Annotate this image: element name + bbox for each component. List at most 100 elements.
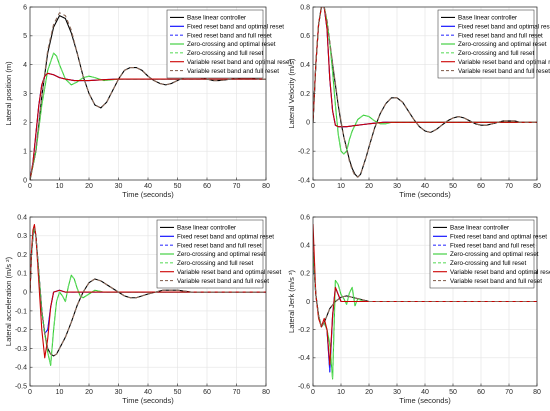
y-tick-label: 0 — [23, 290, 27, 297]
legend-label: Variable reset band and optimal reset — [177, 269, 281, 276]
chart-panel-2: 0 10 20 30 40 50 60 70 80 -0.4 -0.2 0 0.2 0.4 0.6 0.8 Ti… — [287, 4, 550, 199]
y-tick-label: 0 — [23, 177, 27, 184]
y-tick-label: 4 — [23, 62, 27, 69]
x-tick-label: 60 — [203, 183, 211, 190]
legend-label: Variable reset band and full reset — [177, 278, 269, 285]
y-tick-label: 0.4 — [300, 243, 310, 250]
series-line-5 — [30, 52, 266, 180]
chart-panel-4: 0 10 20 30 40 50 60 70 80 -0.6 -0.4 -0.2 0 0.2 0.4 0.6 T… — [287, 214, 550, 405]
x-tick-label: 50 — [449, 389, 457, 396]
x-tick-label: 80 — [262, 389, 270, 396]
series-line-6 — [313, 7, 537, 128]
x-tick-label: 40 — [144, 183, 152, 190]
y-tick-label: -0.2 — [298, 327, 310, 334]
y-tick-label: 0.3 — [17, 233, 27, 240]
series-lines — [30, 12, 266, 180]
series-line-6 — [313, 224, 537, 366]
series-line-7 — [313, 7, 537, 178]
x-tick-label: 80 — [262, 183, 270, 190]
legend-label: Variable reset band and full reset — [187, 68, 279, 75]
legend-label: Fixed reset band and optimal reset — [187, 23, 284, 30]
legend-label: Zero-crossing and full reset — [450, 260, 527, 267]
series-lines — [313, 7, 537, 178]
x-tick-label: 0 — [28, 389, 32, 396]
series-line-5 — [30, 227, 266, 366]
y-axis-title: Lateral Velocity (m/s) — [287, 58, 296, 129]
x-tick-label: 10 — [337, 183, 345, 190]
x-tick-label: 30 — [115, 389, 123, 396]
x-tick-label: 0 — [311, 389, 315, 396]
x-tick-label: 60 — [203, 389, 211, 396]
series-lines — [30, 223, 266, 366]
series-line-6 — [30, 72, 266, 180]
y-tick-label: 3 — [23, 91, 27, 98]
legend-label: Fixed reset band and full reset — [450, 242, 535, 249]
legend-label: Base linear controller — [450, 225, 509, 232]
y-tick-label: 0 — [306, 299, 310, 306]
legend-label: Base linear controller — [177, 225, 236, 232]
y-tick-label: 0.6 — [300, 33, 310, 40]
y-tick-label: 6 — [23, 4, 27, 11]
x-tick-label: 70 — [505, 389, 513, 396]
legend-label: Zero-crossing and optimal reset — [187, 41, 276, 48]
legend-label: Fixed reset band and full reset — [177, 242, 262, 249]
y-tick-label: 0.4 — [17, 214, 27, 221]
x-tick-label: 30 — [115, 183, 123, 190]
chart-panel-1: 0 10 20 30 40 50 60 70 80 0 1 2 3 4 5 6 Time (seconds) La… — [4, 4, 291, 199]
x-axis-title: Time (seconds) — [399, 190, 451, 199]
y-tick-label: -0.3 — [15, 346, 27, 353]
legend-label: Variable reset band and full reset — [458, 68, 550, 75]
y-tick-label: 0.2 — [300, 91, 310, 98]
x-tick-label: 60 — [477, 183, 485, 190]
legend-label: Zero-crossing and optimal reset — [458, 41, 547, 48]
legend-label: Zero-crossing and full reset — [187, 50, 264, 57]
y-tick-label: 0 — [306, 120, 310, 127]
series-line-5 — [313, 252, 537, 380]
y-tick-label: -0.2 — [298, 149, 310, 156]
x-tick-label: 70 — [233, 389, 241, 396]
x-tick-label: 50 — [174, 183, 182, 190]
legend-label: Variable reset band and full reset — [450, 278, 542, 285]
x-tick-label: 20 — [85, 389, 93, 396]
legend-label: Variable reset band and optimal reset — [458, 59, 550, 66]
y-tick-label: -0.6 — [298, 383, 310, 390]
x-axis-title: Time (seconds) — [399, 396, 451, 405]
y-axis-title: Lateral position (m) — [4, 61, 13, 126]
y-tick-label: 1 — [23, 149, 27, 156]
x-tick-label: 40 — [421, 183, 429, 190]
y-tick-label: -0.1 — [15, 308, 27, 315]
y-tick-label: 2 — [23, 120, 27, 127]
x-tick-label: 70 — [233, 183, 241, 190]
x-tick-label: 10 — [56, 389, 64, 396]
x-tick-label: 50 — [174, 389, 182, 396]
y-tick-label: 0.4 — [300, 62, 310, 69]
x-tick-label: 20 — [85, 183, 93, 190]
chart-panel-3: 0 10 20 30 40 50 60 70 80 -0.5 -0.4 -0.3 -0.2 -0.1 0 0.… — [4, 214, 281, 405]
y-axis-title: Lateral Jerk (m/s ³) — [287, 270, 296, 333]
y-axis-title: Lateral acceleration (m/s ²) — [4, 256, 13, 346]
x-tick-label: 40 — [144, 389, 152, 396]
y-tick-label: -0.4 — [298, 355, 310, 362]
x-tick-label: 20 — [365, 389, 373, 396]
y-tick-label: 0.6 — [300, 214, 310, 221]
x-axis-title: Time (seconds) — [122, 396, 174, 405]
legend-label: Zero-crossing and full reset — [458, 50, 535, 57]
legend: Base linear controller Fixed reset band a… — [429, 219, 550, 289]
y-tick-label: 5 — [23, 33, 27, 40]
y-tick-label: 0.2 — [300, 271, 310, 278]
legend-label: Variable reset band and optimal reset — [450, 269, 550, 276]
legend-label: Variable reset band and optimal reset — [187, 59, 291, 66]
y-tick-label: -0.4 — [298, 177, 310, 184]
legend-label: Fixed reset band and optimal reset — [177, 233, 274, 240]
x-tick-label: 60 — [477, 389, 485, 396]
x-tick-label: 80 — [533, 389, 541, 396]
y-tick-label: 0.1 — [17, 271, 27, 278]
y-tick-label: -0.5 — [15, 383, 27, 390]
y-tick-label: -0.4 — [15, 365, 27, 372]
x-tick-label: 10 — [337, 389, 345, 396]
x-tick-label: 30 — [393, 183, 401, 190]
legend-box — [156, 219, 264, 289]
y-tick-label: -0.2 — [15, 327, 27, 334]
